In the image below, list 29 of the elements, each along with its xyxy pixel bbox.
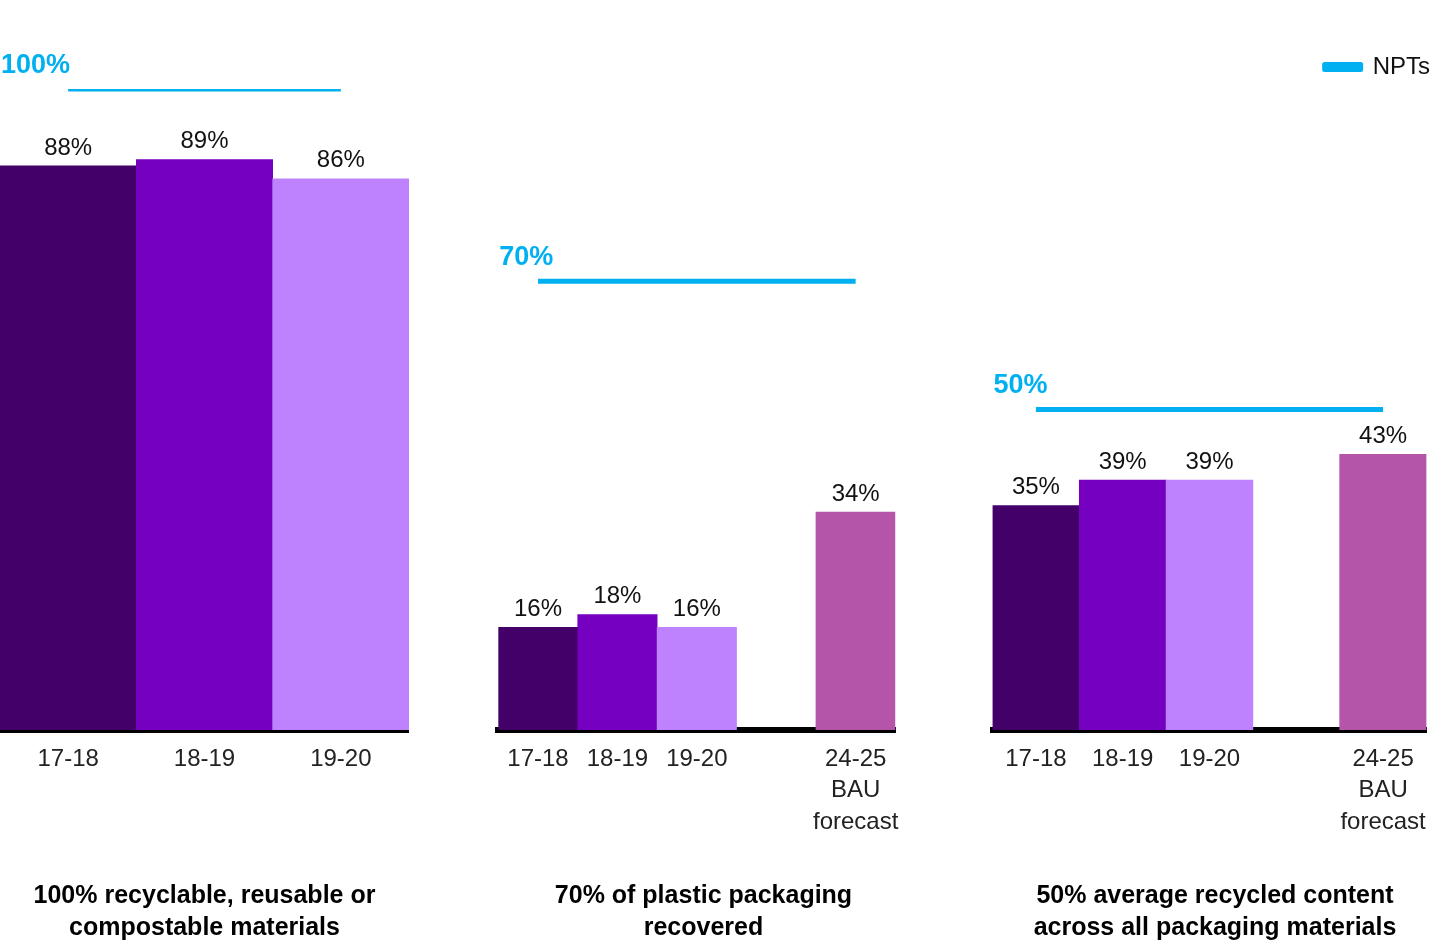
legend-label: NPTs <box>1372 51 1430 79</box>
data-label: 39% <box>1098 446 1147 474</box>
data-label: 16% <box>514 594 563 622</box>
text: 70% of plastic packaging recovered <box>553 879 854 942</box>
x-tick-label: 17-18 <box>507 744 569 772</box>
x-tick-label: 19-20 <box>310 744 372 772</box>
text: 50% average recycled content across all packaging materials <box>1032 879 1398 942</box>
data-label: 50% <box>993 369 1048 400</box>
data-label: 100% <box>1 48 71 79</box>
data-label: 70% <box>499 241 554 272</box>
x-tick-label: 19-20 <box>1178 744 1241 772</box>
data-label: 89% <box>180 126 229 154</box>
data-label: 88% <box>44 132 93 160</box>
x-tick-label: 17-18 <box>1005 744 1067 772</box>
data-label: 39% <box>1185 446 1234 474</box>
data-label: 43% <box>1359 420 1408 448</box>
x-tick-label: 24-25 BAU forecast <box>1340 744 1427 834</box>
text: 100% recyclable, reusable or compostable materials <box>32 879 377 942</box>
x-tick-label: 19-20 <box>666 744 728 772</box>
data-label: 34% <box>831 478 880 506</box>
x-tick-label: 18-19 <box>586 744 649 772</box>
x-tick-label: 18-19 <box>173 744 236 772</box>
x-tick-label: 17-18 <box>37 744 99 772</box>
x-tick-label: 18-19 <box>1091 744 1154 772</box>
x-tick-label: 24-25 BAU forecast <box>812 744 899 834</box>
data-label: 18% <box>593 581 642 609</box>
data-label: 16% <box>672 594 721 622</box>
data-label: 35% <box>1011 472 1060 500</box>
data-label: 86% <box>316 145 365 173</box>
